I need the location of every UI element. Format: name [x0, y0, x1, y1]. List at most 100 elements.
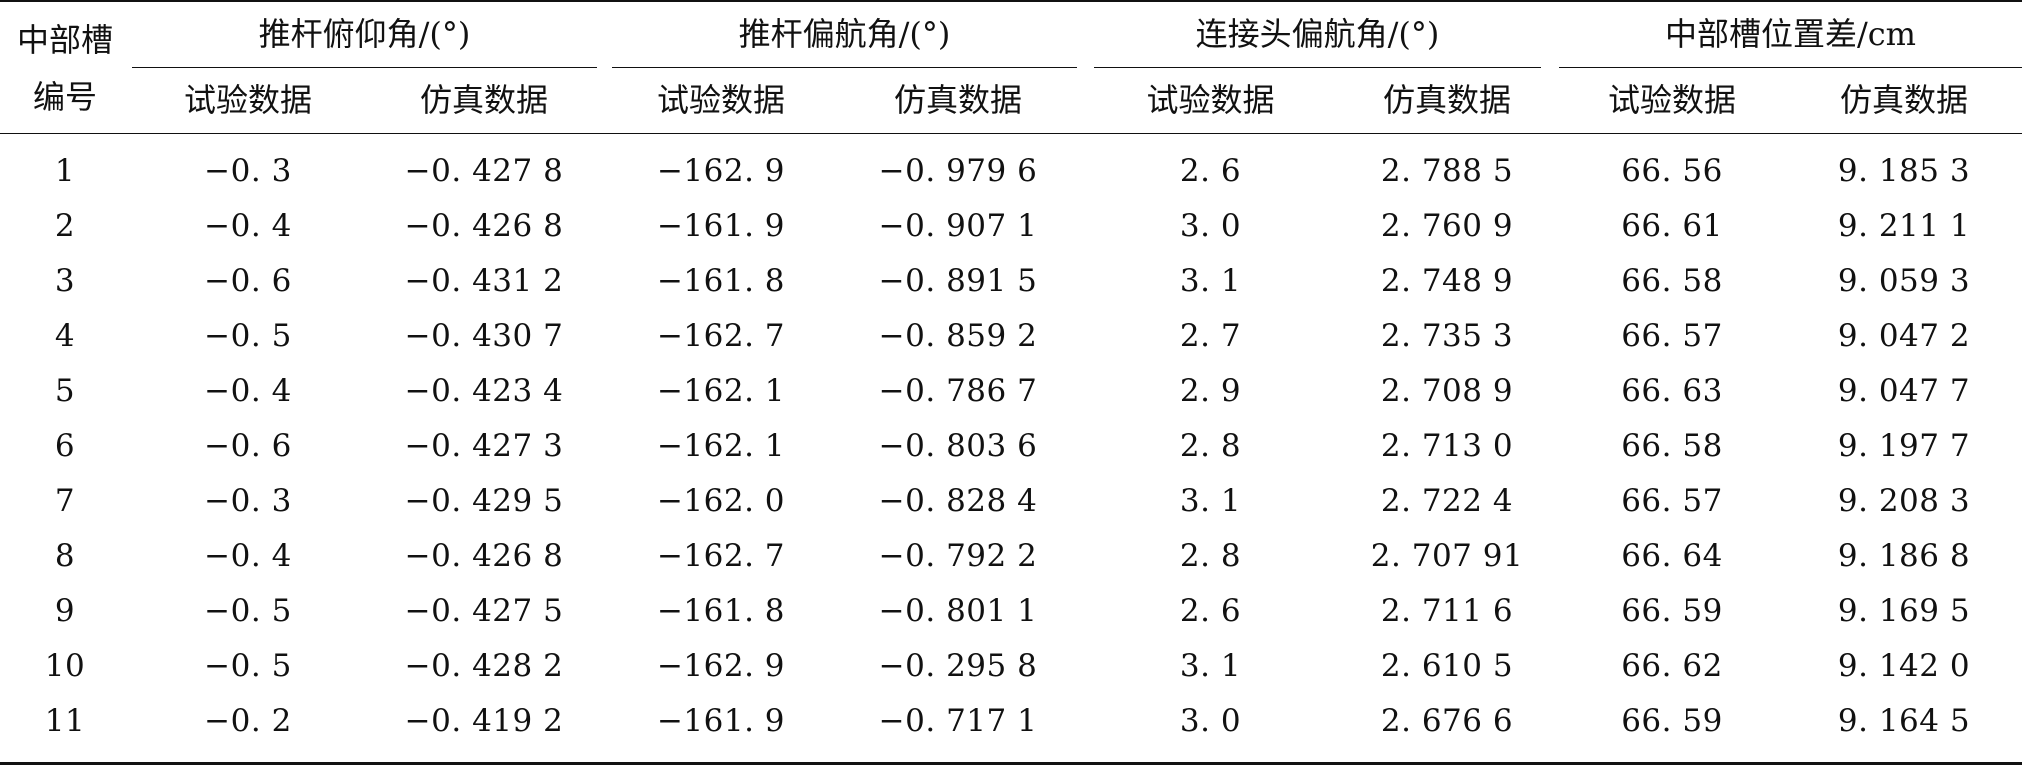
- row-10-pusher-yaw-simulation: −0. 295 8: [878, 648, 1038, 684]
- group-rule-connector-yaw: [1094, 67, 1541, 68]
- row-6-pusher-pitch-simulation: −0. 427 3: [404, 428, 564, 464]
- row-11-pusher-pitch-experiment: −0. 2: [204, 703, 292, 739]
- row-9-connector-yaw-simulation: 2. 711 6: [1380, 593, 1514, 629]
- row-8-pusher-yaw-simulation: −0. 792 2: [878, 538, 1038, 574]
- row-4-pusher-pitch-experiment: −0. 5: [204, 318, 292, 354]
- row-10-pusher-yaw-experiment: −162. 9: [656, 648, 786, 684]
- row-9-position-difference-experiment: 66. 59: [1621, 593, 1723, 629]
- subheader-connector-yaw-simulation: 仿真数据: [1382, 81, 1511, 119]
- row-11-pusher-yaw-simulation: −0. 717 1: [878, 703, 1038, 739]
- row-10-connector-yaw-simulation: 2. 610 5: [1380, 648, 1514, 684]
- row-7-position-difference-simulation: 9. 208 3: [1837, 483, 1971, 519]
- group-header-connector-yaw: 连接头偏航角/(°): [1195, 15, 1440, 53]
- subheader-connector-yaw-experiment: 试验数据: [1146, 81, 1275, 119]
- subheader-pusher-yaw-experiment: 试验数据: [656, 81, 785, 119]
- bottom-rule: [0, 762, 2022, 765]
- row-7-position-difference-experiment: 66. 57: [1621, 483, 1723, 519]
- row-7-pusher-pitch-experiment: −0. 3: [204, 483, 292, 519]
- row-10-position-difference-experiment: 66. 62: [1621, 648, 1723, 684]
- header-rule: [0, 133, 2022, 134]
- row-7-pusher-yaw-simulation: −0. 828 4: [878, 483, 1038, 519]
- row-2-id: 2: [54, 208, 76, 244]
- row-11-connector-yaw-experiment: 3. 0: [1179, 703, 1242, 739]
- row-11-id: 11: [44, 703, 86, 739]
- row-1-pusher-pitch-simulation: −0. 427 8: [404, 153, 564, 189]
- row-4-pusher-yaw-experiment: −162. 7: [656, 318, 786, 354]
- row-8-id: 8: [54, 538, 76, 574]
- group-rule-pusher-pitch: [132, 67, 597, 68]
- row-6-position-difference-simulation: 9. 197 7: [1837, 428, 1971, 464]
- row-3-pusher-yaw-experiment: −161. 8: [656, 263, 786, 299]
- row-10-pusher-pitch-experiment: −0. 5: [204, 648, 292, 684]
- row-5-pusher-yaw-simulation: −0. 786 7: [878, 373, 1038, 409]
- row-2-pusher-yaw-experiment: −161. 9: [656, 208, 786, 244]
- row-9-position-difference-simulation: 9. 169 5: [1837, 593, 1971, 629]
- row-1-connector-yaw-experiment: 2. 6: [1179, 153, 1242, 189]
- row-7-pusher-pitch-simulation: −0. 429 5: [404, 483, 564, 519]
- row-4-id: 4: [54, 318, 76, 354]
- row-3-connector-yaw-experiment: 3. 1: [1179, 263, 1242, 299]
- row-9-id: 9: [54, 593, 76, 629]
- row-7-connector-yaw-experiment: 3. 1: [1179, 483, 1242, 519]
- row-2-pusher-yaw-simulation: −0. 907 1: [878, 208, 1038, 244]
- row-3-pusher-yaw-simulation: −0. 891 5: [878, 263, 1038, 299]
- row-8-connector-yaw-simulation: 2. 707 91: [1370, 538, 1524, 574]
- subheader-position-difference-experiment: 试验数据: [1607, 81, 1736, 119]
- row-2-connector-yaw-experiment: 3. 0: [1179, 208, 1242, 244]
- row-8-position-difference-simulation: 9. 186 8: [1837, 538, 1971, 574]
- row-4-connector-yaw-experiment: 2. 7: [1179, 318, 1242, 354]
- row-2-position-difference-experiment: 66. 61: [1621, 208, 1723, 244]
- row-5-connector-yaw-experiment: 2. 9: [1179, 373, 1242, 409]
- row-6-position-difference-experiment: 66. 58: [1621, 428, 1723, 464]
- top-rule: [0, 0, 2022, 2]
- row-1-id: 1: [54, 153, 76, 189]
- row-7-pusher-yaw-experiment: −162. 0: [656, 483, 786, 519]
- row-6-connector-yaw-simulation: 2. 713 0: [1380, 428, 1514, 464]
- row-6-pusher-pitch-experiment: −0. 6: [204, 428, 292, 464]
- row-4-connector-yaw-simulation: 2. 735 3: [1380, 318, 1514, 354]
- row-2-connector-yaw-simulation: 2. 760 9: [1380, 208, 1514, 244]
- row-3-id: 3: [54, 263, 76, 299]
- subheader-position-difference-simulation: 仿真数据: [1839, 81, 1968, 119]
- row-2-pusher-pitch-simulation: −0. 426 8: [404, 208, 564, 244]
- group-header-pusher-yaw: 推杆偏航角/(°): [738, 15, 951, 53]
- row-3-pusher-pitch-simulation: −0. 431 2: [404, 263, 564, 299]
- row-8-pusher-pitch-experiment: −0. 4: [204, 538, 292, 574]
- group-rule-pusher-yaw: [612, 67, 1077, 68]
- subheader-pusher-pitch-experiment: 试验数据: [183, 81, 312, 119]
- row-9-pusher-pitch-simulation: −0. 427 5: [404, 593, 564, 629]
- row-5-pusher-pitch-experiment: −0. 4: [204, 373, 292, 409]
- row-4-pusher-pitch-simulation: −0. 430 7: [404, 318, 564, 354]
- row-3-position-difference-simulation: 9. 059 3: [1837, 263, 1971, 299]
- row-10-connector-yaw-experiment: 3. 1: [1179, 648, 1242, 684]
- row-1-pusher-yaw-simulation: −0. 979 6: [878, 153, 1038, 189]
- row-9-pusher-yaw-simulation: −0. 801 1: [878, 593, 1038, 629]
- row-3-position-difference-experiment: 66. 58: [1621, 263, 1723, 299]
- row-3-connector-yaw-simulation: 2. 748 9: [1380, 263, 1514, 299]
- stub-header-top: 中部槽: [16, 21, 113, 59]
- row-5-position-difference-simulation: 9. 047 7: [1837, 373, 1971, 409]
- row-8-connector-yaw-experiment: 2. 8: [1179, 538, 1242, 574]
- row-5-id: 5: [54, 373, 76, 409]
- row-2-position-difference-simulation: 9. 211 1: [1837, 208, 1971, 244]
- row-4-position-difference-simulation: 9. 047 2: [1837, 318, 1971, 354]
- row-7-connector-yaw-simulation: 2. 722 4: [1380, 483, 1514, 519]
- subheader-pusher-yaw-simulation: 仿真数据: [893, 81, 1022, 119]
- row-4-pusher-yaw-simulation: −0. 859 2: [878, 318, 1038, 354]
- row-10-id: 10: [44, 648, 86, 684]
- stub-header-bottom: 编号: [32, 78, 97, 116]
- row-11-position-difference-experiment: 66. 59: [1621, 703, 1723, 739]
- row-11-pusher-pitch-simulation: −0. 419 2: [404, 703, 564, 739]
- row-6-connector-yaw-experiment: 2. 8: [1179, 428, 1242, 464]
- row-9-connector-yaw-experiment: 2. 6: [1179, 593, 1242, 629]
- row-2-pusher-pitch-experiment: −0. 4: [204, 208, 292, 244]
- row-9-pusher-pitch-experiment: −0. 5: [204, 593, 292, 629]
- row-8-pusher-pitch-simulation: −0. 426 8: [404, 538, 564, 574]
- row-10-position-difference-simulation: 9. 142 0: [1837, 648, 1971, 684]
- row-11-connector-yaw-simulation: 2. 676 6: [1380, 703, 1514, 739]
- row-5-connector-yaw-simulation: 2. 708 9: [1380, 373, 1514, 409]
- group-rule-position-difference: [1559, 67, 2022, 68]
- row-6-pusher-yaw-experiment: −162. 1: [656, 428, 786, 464]
- row-8-pusher-yaw-experiment: −162. 7: [656, 538, 786, 574]
